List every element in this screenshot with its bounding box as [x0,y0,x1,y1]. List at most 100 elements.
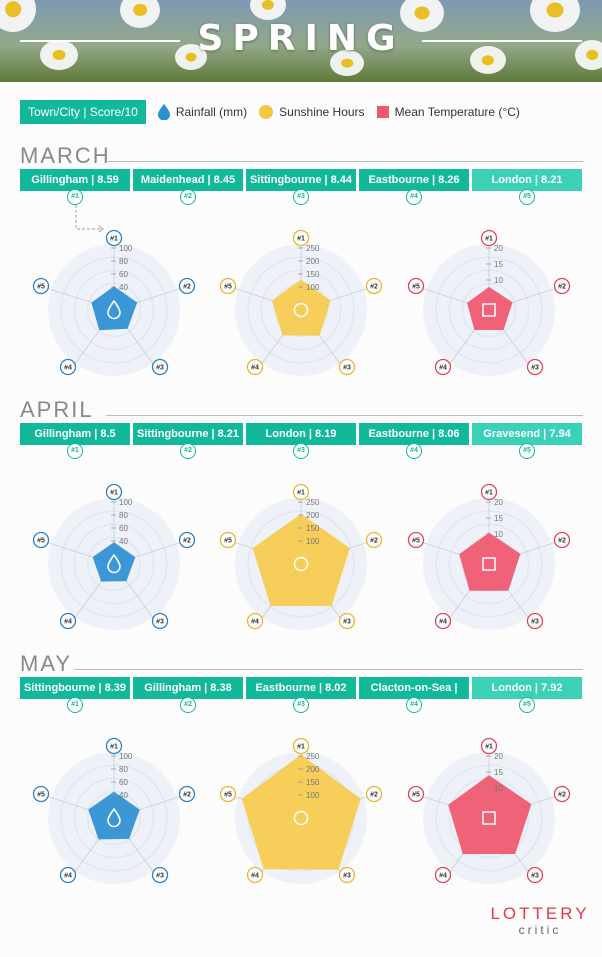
axis-tick-label: 20 [494,244,503,253]
vertex-rank-label: #5 [224,792,232,799]
vertex-rank-badge [365,531,383,549]
legend: Town/City | Score/10 Rainfall (mm) Sunsh… [20,100,520,124]
axis-tick-label: 10 [494,530,503,539]
town-score-box: Sittingbourne | 8.21 [133,423,243,445]
dashed-connector-arrow [75,205,104,233]
vertex-rank-badge [32,531,50,549]
axis-tick-label: 150 [306,778,320,787]
town-rank-badge: #4 [406,443,422,459]
town-score-box: Gravesend | 7.94 [472,423,582,445]
axis-tick-label: 60 [119,778,128,787]
axis-tick-label: 80 [119,257,128,266]
axis-tick-label: 10 [494,784,503,793]
vertex-rank-label: #5 [37,284,45,291]
square-icon [482,303,496,317]
month-title: MARCH [20,143,111,168]
vertex-rank-label: #3 [156,619,164,626]
vertex-rank-label: #1 [485,490,493,497]
vertex-rank-label: #4 [439,619,447,626]
vertex-rank-badge [526,358,544,376]
temperature-radar-chart: 20 15 10 #1 #2 #3 #4 #5 [407,229,571,376]
sunshine-radar-chart: 250 200 150 100 #1 #2 #3 #4 #5 [219,737,383,884]
town-score-box: Gillingham | 8.59 [20,169,130,191]
axis-tick-label: 200 [306,511,320,520]
vertex-rank-label: #4 [251,365,259,372]
month-divider [106,161,583,162]
axis-tick-label: 100 [119,752,133,761]
header-banner: SPRING [0,0,602,82]
town-rank-badge: #2 [180,189,196,205]
town-score-box: London | 8.19 [246,423,356,445]
vertex-rank-badge [553,531,571,549]
temperature-radar-chart: 20 15 10 #1 #2 #3 #4 #5 [407,483,571,630]
town-rank-badge: #3 [293,189,309,205]
town-rank-badge: #3 [293,697,309,713]
vertex-rank-badge [151,612,169,630]
legend-rainfall: Rainfall (mm) [157,104,247,120]
axis-tick-label: 15 [494,768,503,777]
vertex-rank-label: #2 [370,792,378,799]
vertex-rank-label: #2 [183,538,191,545]
vertex-rank-label: #4 [251,619,259,626]
vertex-rank-badge [59,866,77,884]
axis-tick-label: 80 [119,765,128,774]
temperature-data-polygon [467,286,513,331]
vertex-rank-badge [246,866,264,884]
vertex-rank-badge [407,785,425,803]
vertex-rank-label: #4 [64,619,72,626]
town-rank-badge: #5 [519,697,535,713]
legend-sunshine-label: Sunshine Hours [279,105,365,119]
vertex-rank-badge [292,483,310,501]
axis-tick-label: 15 [494,514,503,523]
vertex-rank-badge [434,612,452,630]
vertex-rank-label: #1 [297,744,305,751]
axis-tick-label: 100 [306,283,320,292]
vertex-rank-badge [105,229,123,247]
axis-tick-label: 40 [119,283,128,292]
brand-line2: critic [518,923,562,937]
town-rank-badge: #1 [67,443,83,459]
month-title: APRIL [20,397,94,422]
town-rank-badge: #2 [180,443,196,459]
vertex-rank-label: #3 [156,365,164,372]
vertex-rank-badge [178,277,196,295]
vertex-rank-badge [365,277,383,295]
town-score-box: Gillingham | 8.5 [20,423,130,445]
vertex-rank-badge [338,866,356,884]
town-score-box: Maidenhead | 8.45 [133,169,243,191]
vertex-rank-label: #5 [37,792,45,799]
axis-tick-label: 100 [306,537,320,546]
vertex-rank-label: #4 [439,365,447,372]
vertex-rank-label: #5 [224,538,232,545]
rainfall-data-polygon [92,542,136,582]
vertex-rank-label: #2 [183,792,191,799]
vertex-rank-label: #3 [531,365,539,372]
vertex-rank-badge [151,358,169,376]
town-score-box: Sittingbourne | 8.44 [246,169,356,191]
axis-tick-label: 10 [494,276,503,285]
rainfall-radar-chart: 100 80 60 40 #1 #2 #3 #4 #5 [32,483,196,630]
legend-temperature-label: Mean Temperature (°C) [394,105,520,119]
vertex-rank-badge [292,737,310,755]
legend-temperature: Mean Temperature (°C) [376,105,520,119]
vertex-rank-label: #4 [64,365,72,372]
title-rule-right [422,40,582,42]
town-score-box: Eastbourne | 8.26 [359,169,469,191]
vertex-rank-badge [553,277,571,295]
vertex-rank-label: #2 [370,538,378,545]
vertex-rank-badge [434,866,452,884]
vertex-rank-label: #1 [110,236,118,243]
town-rank-badge: #5 [519,189,535,205]
vertex-rank-label: #5 [412,792,420,799]
sun-circle-icon [259,105,274,119]
vertex-rank-label: #2 [558,792,566,799]
axis-tick-label: 60 [119,524,128,533]
axis-tick-label: 100 [306,791,320,800]
vertex-rank-badge [407,531,425,549]
town-rank-badge: #5 [519,443,535,459]
town-rank-badge: #4 [406,697,422,713]
vertex-rank-badge [480,483,498,501]
month-divider [106,415,583,416]
axis-tick-label: 80 [119,511,128,520]
vertex-rank-badge [105,483,123,501]
